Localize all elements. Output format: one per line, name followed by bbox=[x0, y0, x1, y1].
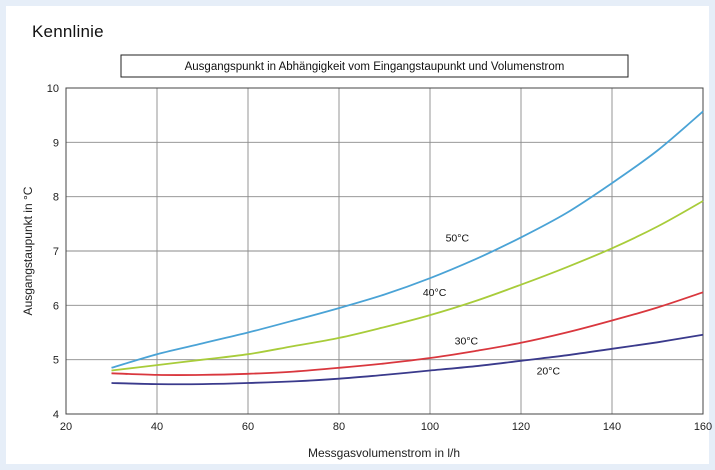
series-label-40c: 40°C bbox=[423, 287, 447, 299]
grid bbox=[66, 88, 703, 414]
series-label-30c: 30°C bbox=[455, 336, 479, 348]
series-layer bbox=[111, 110, 704, 386]
x-tick-label: 20 bbox=[60, 421, 72, 433]
y-tick-label: 10 bbox=[47, 83, 59, 95]
x-axis-label: Messgasvolumenstrom in l/h bbox=[308, 446, 460, 460]
x-tick-label: 40 bbox=[151, 421, 163, 433]
y-tick-label: 4 bbox=[53, 409, 59, 421]
x-tick-label: 80 bbox=[333, 421, 345, 433]
series-line-50c bbox=[111, 110, 704, 369]
x-tick-label: 160 bbox=[694, 421, 712, 433]
y-tick-label: 9 bbox=[53, 137, 59, 149]
x-tick-label: 140 bbox=[603, 421, 621, 433]
series-line-40c bbox=[111, 200, 704, 372]
series-label-20c: 20°C bbox=[537, 366, 561, 378]
chart-panel bbox=[6, 6, 709, 464]
series-line-30c bbox=[111, 291, 704, 376]
x-tick-label: 60 bbox=[242, 421, 254, 433]
y-tick-label: 8 bbox=[53, 192, 59, 204]
page-heading: Kennlinie bbox=[32, 22, 104, 41]
tick-labels: 20 40 60 80 100 120 140 160 4 5 6 7 8 9 10 bbox=[47, 83, 712, 433]
y-tick-label: 5 bbox=[53, 355, 59, 367]
x-tick-label: 100 bbox=[421, 421, 439, 433]
chart-title-box: Ausgangspunkt in Abhängigkeit vom Eingan… bbox=[120, 54, 629, 78]
series-line-20c bbox=[111, 333, 704, 386]
y-tick-label: 6 bbox=[53, 300, 59, 312]
x-tick-label: 120 bbox=[512, 421, 530, 433]
series-label-50c: 50°C bbox=[446, 232, 470, 244]
chart-title: Ausgangspunkt in Abhängigkeit vom Eingan… bbox=[185, 61, 565, 73]
plot-frame bbox=[65, 87, 704, 415]
y-tick-label: 7 bbox=[53, 246, 59, 258]
series-labels: 50°C 40°C 30°C 20°C bbox=[423, 232, 561, 377]
y-axis-label: Ausgangstaupunkt in °C bbox=[21, 186, 35, 315]
